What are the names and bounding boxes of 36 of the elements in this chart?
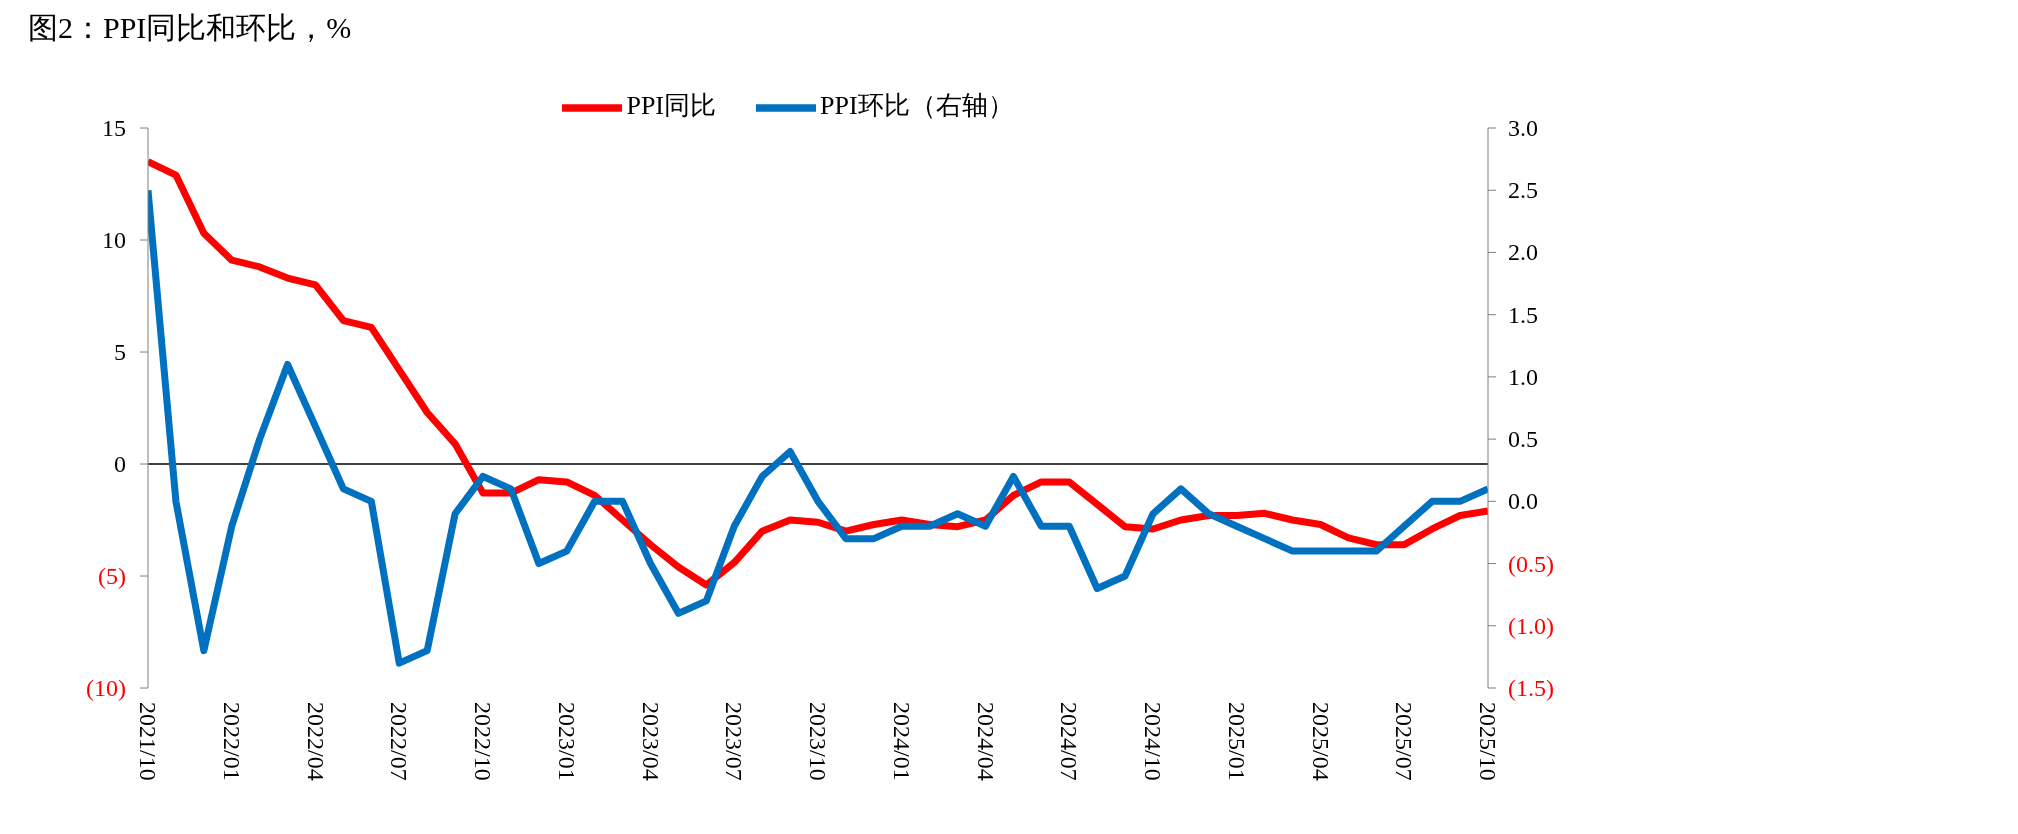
- y-tick-label: 5: [114, 339, 126, 365]
- y2-tick-label: 0.5: [1508, 426, 1538, 453]
- x-tick-label: 2024/01: [888, 702, 915, 781]
- y2-tick-label: 1.0: [1508, 363, 1538, 390]
- x-tick-label: 2025/10: [1475, 702, 1501, 781]
- y2-tick-label: 0.0: [1508, 488, 1538, 515]
- y2-tick-label: 3.0: [1508, 115, 1538, 141]
- y-tick-label: (10): [86, 675, 126, 701]
- y2-tick-label: (1.5): [1508, 675, 1554, 701]
- x-tick-label: 2024/10: [1140, 702, 1166, 781]
- x-tick-label: 2024/04: [972, 702, 999, 781]
- x-tick-label: 2024/07: [1056, 702, 1083, 781]
- y2-tick-label: 2.0: [1508, 239, 1538, 266]
- x-tick-label: 2025/01: [1223, 702, 1250, 781]
- y2-tick-label: (1.0): [1508, 612, 1554, 639]
- y2-tick-label: (0.5): [1508, 550, 1554, 577]
- x-tick-label: 2022/07: [386, 702, 413, 781]
- x-tick-label: 2025/07: [1391, 702, 1418, 781]
- x-tick-label: 2023/01: [553, 702, 580, 781]
- x-tick-label: 2023/04: [637, 702, 664, 781]
- chart-title: 图2：PPI同比和环比，%: [28, 10, 353, 46]
- y-tick-label: 10: [102, 227, 126, 253]
- y-tick-label: 15: [102, 115, 126, 141]
- x-tick-label: 2022/01: [218, 702, 245, 781]
- y2-tick-label: 1.5: [1508, 301, 1538, 328]
- x-tick-label: 2021/10: [135, 702, 161, 781]
- y-tick-label: 0: [114, 451, 126, 477]
- x-tick-label: 2022/10: [470, 702, 496, 781]
- y-tick-label: (5): [98, 563, 126, 589]
- legend-label: PPI环比（右轴）: [820, 90, 1014, 120]
- legend-label: PPI同比: [626, 90, 716, 120]
- x-tick-label: 2025/04: [1307, 702, 1334, 781]
- x-tick-label: 2022/04: [302, 702, 329, 781]
- x-tick-label: 2023/10: [805, 702, 831, 781]
- x-tick-label: 2023/07: [721, 702, 748, 781]
- y2-tick-label: 2.5: [1508, 177, 1538, 204]
